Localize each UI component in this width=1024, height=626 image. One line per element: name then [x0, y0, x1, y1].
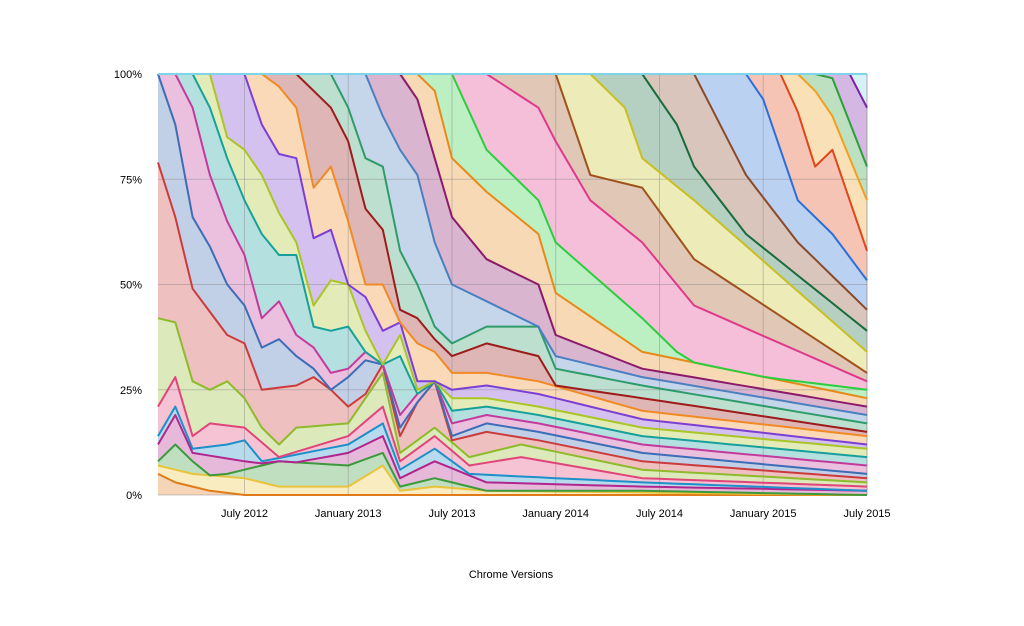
series-line-4	[157, 414, 868, 492]
x-tick-label: July 2015	[843, 508, 890, 520]
y-tick-label: 25%	[120, 385, 142, 397]
series-area-8	[158, 162, 867, 483]
series-area-11	[158, 74, 867, 466]
y-tick-label: 75%	[120, 174, 142, 186]
y-tick-label: 100%	[114, 69, 142, 81]
series-area-2	[158, 465, 867, 495]
series-line-11	[158, 73, 868, 459]
series-line-13	[158, 73, 868, 446]
series-area-28	[158, 74, 867, 251]
series-area-13	[158, 74, 867, 449]
series-area-24	[158, 74, 867, 352]
series-area-6	[158, 377, 867, 491]
series-area-19	[158, 74, 867, 407]
x-tick-label: January 2013	[315, 508, 382, 520]
series-line-5	[157, 405, 868, 492]
y-tick-label: 50%	[120, 280, 142, 292]
x-axis-tick-labels: July 2012 January 2013 July 2013 January 20…	[221, 508, 891, 520]
series-area-3	[158, 444, 867, 495]
series-area-15	[158, 74, 867, 437]
x-axis-title: Chrome Versions	[469, 569, 554, 581]
x-tick-label: July 2012	[221, 508, 268, 520]
y-tick-label: 0%	[126, 490, 142, 502]
series-lines	[157, 73, 868, 496]
series-line-8	[157, 162, 868, 480]
x-tick-label: January 2015	[730, 508, 797, 520]
series-line-1	[157, 473, 867, 496]
x-tick-label: July 2014	[636, 508, 683, 520]
series-area-7	[158, 318, 867, 487]
x-tick-label: January 2014	[522, 508, 589, 520]
series-line-6	[157, 376, 868, 488]
y-axis-tick-labels: 0% 25% 50% 75% 100%	[114, 69, 142, 502]
series-area-25	[158, 74, 867, 331]
series-line-9	[157, 73, 868, 475]
series-line-12	[158, 73, 868, 450]
series-line-7	[157, 317, 868, 484]
x-tick-label: July 2013	[428, 508, 475, 520]
series-line-10	[158, 73, 868, 467]
series-area-21	[158, 74, 867, 390]
series-line-14	[158, 73, 868, 438]
series-area-10	[158, 74, 867, 474]
